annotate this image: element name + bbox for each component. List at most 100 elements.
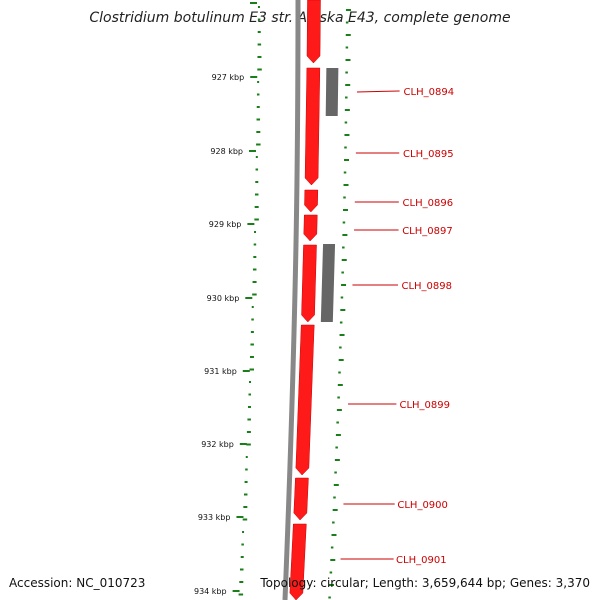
scale-tick bbox=[245, 297, 253, 299]
forward-gene-arrow bbox=[303, 214, 318, 242]
gc-outer-dot bbox=[344, 146, 347, 149]
gc-outer-dot bbox=[344, 134, 350, 136]
gc-outer-dot bbox=[334, 459, 340, 461]
gc-inner-dot bbox=[253, 243, 257, 246]
gc-inner-dot bbox=[246, 431, 251, 433]
gc-inner-dot bbox=[249, 368, 254, 371]
gc-outer-dot bbox=[341, 271, 344, 274]
gc-inner-dot bbox=[257, 18, 261, 21]
gc-outer-dot bbox=[330, 546, 334, 549]
gene-track bbox=[289, 0, 321, 600]
gc-inner-dot bbox=[245, 456, 248, 458]
gc-outer-dot bbox=[345, 59, 351, 61]
scale-tick bbox=[236, 516, 244, 518]
gc-outer-dot bbox=[343, 171, 347, 174]
gray-feature-block bbox=[325, 68, 339, 116]
gc-inner-dot bbox=[257, 43, 262, 46]
gc-outer-dot bbox=[345, 21, 349, 24]
gc-outer-dot bbox=[332, 509, 338, 511]
scale-tick-label: 928 kbp bbox=[210, 147, 243, 156]
scale-tick-label: 927 kbp bbox=[212, 73, 245, 82]
scale-tick bbox=[239, 443, 247, 445]
gc-outer-dot bbox=[328, 596, 331, 599]
scale-tick bbox=[250, 76, 258, 78]
gc-outer-dot bbox=[345, 34, 351, 36]
gc-outer-dot bbox=[334, 471, 337, 474]
gc-inner-dot bbox=[256, 131, 261, 133]
gc-inner-dot bbox=[256, 93, 260, 96]
forward-gene-arrow bbox=[304, 67, 321, 186]
gc-inner-dot bbox=[250, 343, 254, 346]
gc-inner-dot bbox=[249, 356, 254, 358]
forward-gene-arrow bbox=[289, 523, 307, 600]
gc-inner-dot bbox=[252, 281, 257, 283]
gc-outer-dot bbox=[341, 284, 347, 286]
gc-outer-dot bbox=[345, 46, 349, 49]
gc-inner-dot bbox=[247, 406, 251, 408]
scale-tick bbox=[249, 150, 257, 152]
gc-outer-track bbox=[328, 9, 351, 599]
gc-outer-dot bbox=[328, 584, 334, 586]
gc-outer-dot bbox=[343, 184, 349, 186]
gc-outer-dot bbox=[344, 159, 350, 161]
gene-label: CLH_0897 bbox=[402, 226, 453, 237]
gc-inner-dot bbox=[257, 81, 260, 83]
gc-inner-dot bbox=[257, 6, 260, 8]
gc-outer-dot bbox=[336, 409, 342, 411]
gc-inner-dot bbox=[243, 493, 248, 496]
gc-inner-dot bbox=[242, 531, 245, 533]
gc-outer-dot bbox=[345, 96, 348, 99]
gc-outer-dot bbox=[331, 534, 337, 536]
gc-outer-dot bbox=[342, 246, 345, 249]
gc-inner-dot bbox=[254, 193, 259, 196]
gc-inner-track bbox=[238, 6, 262, 596]
gc-inner-dot bbox=[252, 293, 257, 296]
gc-outer-dot bbox=[336, 421, 339, 424]
scale-tick bbox=[250, 2, 257, 4]
gc-inner-dot bbox=[254, 218, 259, 221]
forward-gene-arrow bbox=[295, 324, 315, 476]
gene-label: CLH_0899 bbox=[399, 400, 450, 411]
gc-inner-dot bbox=[255, 181, 259, 183]
gc-inner-dot bbox=[254, 231, 257, 233]
gc-outer-dot bbox=[337, 396, 340, 399]
gene-label: CLH_0895 bbox=[403, 149, 454, 160]
gc-inner-dot bbox=[257, 56, 262, 58]
scale-tick-label: 934 kbp bbox=[194, 587, 227, 596]
gc-inner-dot bbox=[256, 118, 261, 121]
gene-labels: CLH_0894 CLH_0895 CLH_0896 CLH_0897 CLH_0898… bbox=[340, 87, 455, 566]
gc-inner-dot bbox=[244, 481, 248, 483]
scale-tick-label: 933 kbp bbox=[198, 513, 231, 522]
gc-outer-dot bbox=[335, 446, 338, 449]
accession-text: Accession: NC_010723 bbox=[9, 576, 146, 590]
gene-label: CLH_0894 bbox=[404, 87, 455, 98]
scale-tick bbox=[232, 590, 240, 592]
gene-label: CLH_0898 bbox=[401, 281, 452, 292]
gc-inner-dot bbox=[240, 556, 244, 558]
gene-label: CLH_0900 bbox=[397, 500, 448, 511]
gc-inner-dot bbox=[252, 268, 257, 271]
gc-inner-dot bbox=[255, 168, 259, 171]
gc-inner-dot bbox=[254, 206, 259, 208]
gc-inner-dot bbox=[251, 318, 254, 321]
forward-gene-arrow bbox=[304, 189, 319, 213]
gc-outer-dot bbox=[335, 434, 341, 436]
gc-outer-dot bbox=[338, 371, 341, 374]
gc-outer-dot bbox=[344, 121, 348, 124]
gc-inner-dot bbox=[256, 143, 261, 146]
gc-outer-dot bbox=[344, 109, 350, 111]
gc-outer-dot bbox=[342, 209, 348, 211]
scale-tick bbox=[247, 223, 255, 225]
gc-outer-dot bbox=[339, 321, 343, 324]
gray-feature-block bbox=[320, 244, 336, 322]
scale-ticks: 927 kbp 928 kbp 929 kbp 930 kbp 931 kbp 932 k… bbox=[194, 2, 258, 596]
gc-inner-dot bbox=[248, 381, 251, 383]
gc-inner-dot bbox=[257, 68, 262, 71]
gc-outer-dot bbox=[332, 521, 335, 524]
gc-outer-dot bbox=[339, 334, 345, 336]
gc-outer-dot bbox=[330, 559, 336, 561]
gene-label-leader bbox=[356, 90, 400, 93]
gc-inner-dot bbox=[245, 468, 248, 471]
